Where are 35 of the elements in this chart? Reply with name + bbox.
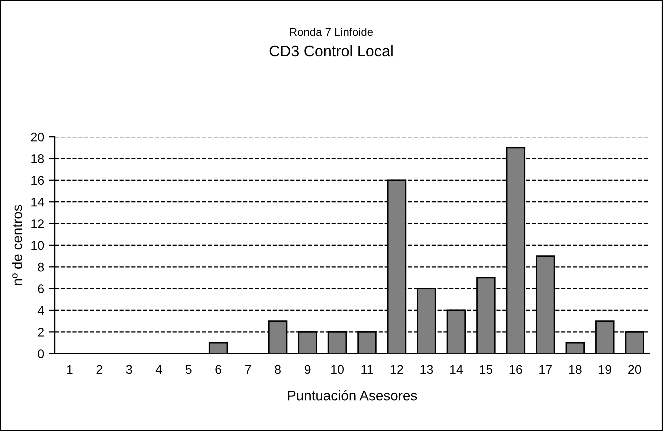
y-tick-label: 0 <box>38 350 44 359</box>
x-tick-label: 6 <box>216 365 222 374</box>
x-tick-label: 11 <box>362 365 374 374</box>
x-tick-label: 14 <box>450 365 464 374</box>
x-tick-label: 8 <box>275 365 281 374</box>
x-tick-label: 1 <box>67 365 73 374</box>
x-tick-label: 20 <box>628 365 642 374</box>
y-axis-title: nº de centros <box>12 205 22 286</box>
x-tick-label: 18 <box>569 365 582 374</box>
y-tick-label: 2 <box>38 328 44 337</box>
x-tick-label: 4 <box>156 365 162 374</box>
y-tick-label: 18 <box>32 154 44 164</box>
x-tick-label: 9 <box>304 365 311 374</box>
x-tick-label: 7 <box>245 365 252 374</box>
x-axis-title: Puntuación Asesores <box>288 390 418 401</box>
y-tick-label: 12 <box>32 220 44 228</box>
chart-title: CD3 Control Local <box>270 45 393 57</box>
y-tick-label: 20 <box>31 132 44 142</box>
y-tick-label: 10 <box>32 241 44 250</box>
x-tick-label: 12 <box>390 365 404 374</box>
x-tick-label: 16 <box>510 365 522 374</box>
y-tick-label: 14 <box>32 198 44 207</box>
x-tick-label: 13 <box>420 365 434 374</box>
y-tick-label: 4 <box>38 306 44 316</box>
x-tick-label: 19 <box>599 365 612 374</box>
chart-subtitle: Ronda 7 Linfoide <box>290 28 374 36</box>
x-tick-label: 10 <box>332 365 344 374</box>
x-tick-label: 15 <box>480 365 493 374</box>
y-tick-label: 16 <box>32 176 44 186</box>
y-tick-label: 6 <box>38 284 44 294</box>
x-tick-label: 2 <box>96 365 102 374</box>
x-tick-label: 3 <box>126 365 132 374</box>
x-tick-label: 5 <box>186 365 192 374</box>
y-tick-label: 8 <box>38 262 44 272</box>
x-tick-label: 17 <box>540 365 552 374</box>
